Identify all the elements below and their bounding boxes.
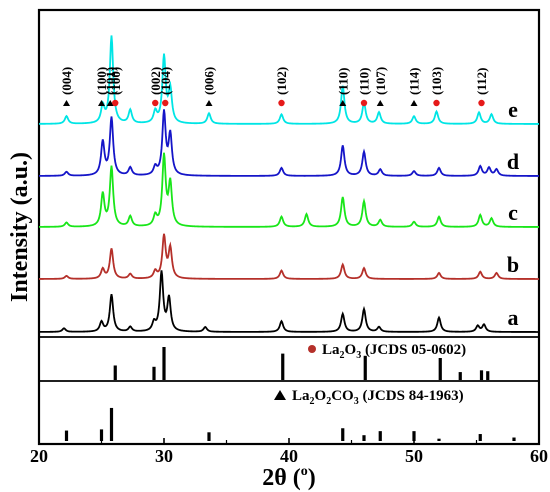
peak-label: (110): [357, 68, 372, 95]
x-tick-label: 30: [155, 446, 173, 466]
peak-annotations: (004) (100)(101)(100) (002)(104) (006) (102)…: [59, 67, 489, 107]
triangle-marker: [376, 100, 384, 106]
x-axis-title-main: 2θ: [262, 465, 287, 491]
x-tick-label: 60: [530, 446, 548, 466]
curve-label-a: a: [508, 305, 519, 330]
xrd-curve-b: [39, 233, 539, 280]
x-axis-title-unit-close: ): [308, 465, 316, 491]
peak-label: (101): [103, 67, 118, 95]
legend-la2o2co3-part: 2: [310, 396, 315, 407]
xrd-curve-a: [38, 270, 539, 333]
curve-labels: e d c b a: [507, 97, 519, 330]
x-axis-title-unit-sup: o: [301, 464, 308, 479]
peak-label: (100): [94, 67, 109, 95]
circle-marker: [278, 99, 285, 107]
triangle-marker: [410, 100, 418, 106]
circle-marker: [112, 99, 119, 107]
circle-marker: [162, 99, 169, 107]
x-tick-label: 40: [280, 446, 298, 466]
peak-label: (112): [474, 68, 489, 95]
circle-marker: [478, 99, 485, 107]
legend-la2o3-part: 3: [356, 350, 361, 361]
curve-label-e: e: [508, 97, 518, 122]
peak-label: (103): [429, 67, 444, 95]
legend-triangle-marker: [274, 390, 286, 400]
legend-la2o2co3-part: O: [315, 388, 327, 404]
triangle-marker: [106, 100, 114, 106]
circle-marker: [433, 99, 440, 107]
legend-la2o3: La2O3 (JCDS 05-0602): [322, 342, 466, 361]
legend-la2o3-part: La: [322, 342, 340, 358]
peak-label: (114): [407, 68, 422, 95]
xrd-curve-d: [38, 109, 539, 177]
x-tick-label: 20: [30, 446, 48, 466]
curve-label-d: d: [507, 149, 519, 174]
xrd-curve-e: [38, 35, 539, 125]
reference-patterns: La2O3 (JCDS 05-0602)La2O2CO3 (JCDS 84-19…: [64, 342, 516, 441]
legend-la2o2co3-part: La: [292, 388, 310, 404]
legend-la2o3-part: O: [345, 342, 357, 358]
peak-label: (002): [148, 67, 163, 95]
legend-la2o2co3-part: (JCDS 84-1963): [359, 388, 464, 404]
circle-marker: [152, 99, 159, 107]
legend-la2o2co3: La2O2CO3 (JCDS 84-1963): [292, 388, 464, 407]
legend-la2o2co3-part: CO: [331, 388, 354, 404]
peak-label: (104): [158, 67, 173, 95]
y-axis-title: Intensity (a.u.): [7, 152, 33, 302]
circle-marker: [360, 99, 368, 107]
peak-label: (107): [373, 67, 388, 95]
peak-label: (006): [202, 67, 217, 95]
peak-label: (110): [335, 68, 350, 95]
xrd-curve-c: [39, 152, 539, 228]
x-axis-title: 2θ (o): [262, 464, 316, 491]
x-axis-ticks: 20 30 40 50 60: [30, 438, 548, 466]
legend-la2o3-part: 2: [340, 350, 345, 361]
curve-label-c: c: [508, 200, 518, 225]
legend-la2o3-part: (JCDS 05-0602): [361, 342, 466, 358]
legend-circle-marker: [308, 345, 316, 353]
triangle-marker: [339, 100, 347, 106]
triangle-marker: [98, 100, 105, 106]
triangle-marker: [63, 100, 70, 106]
legend-la2o2co3-part: 3: [354, 396, 359, 407]
x-tick-label: 50: [405, 446, 423, 466]
peak-label: (004): [59, 67, 74, 95]
x-axis-title-unit: (: [293, 465, 301, 491]
peak-label: (102): [274, 67, 289, 95]
legend-la2o2co3-part: 2: [326, 396, 331, 407]
curve-label-b: b: [507, 252, 519, 277]
triangle-marker: [205, 100, 213, 106]
xrd-curves: [38, 35, 539, 333]
peak-label: (100): [108, 67, 123, 95]
